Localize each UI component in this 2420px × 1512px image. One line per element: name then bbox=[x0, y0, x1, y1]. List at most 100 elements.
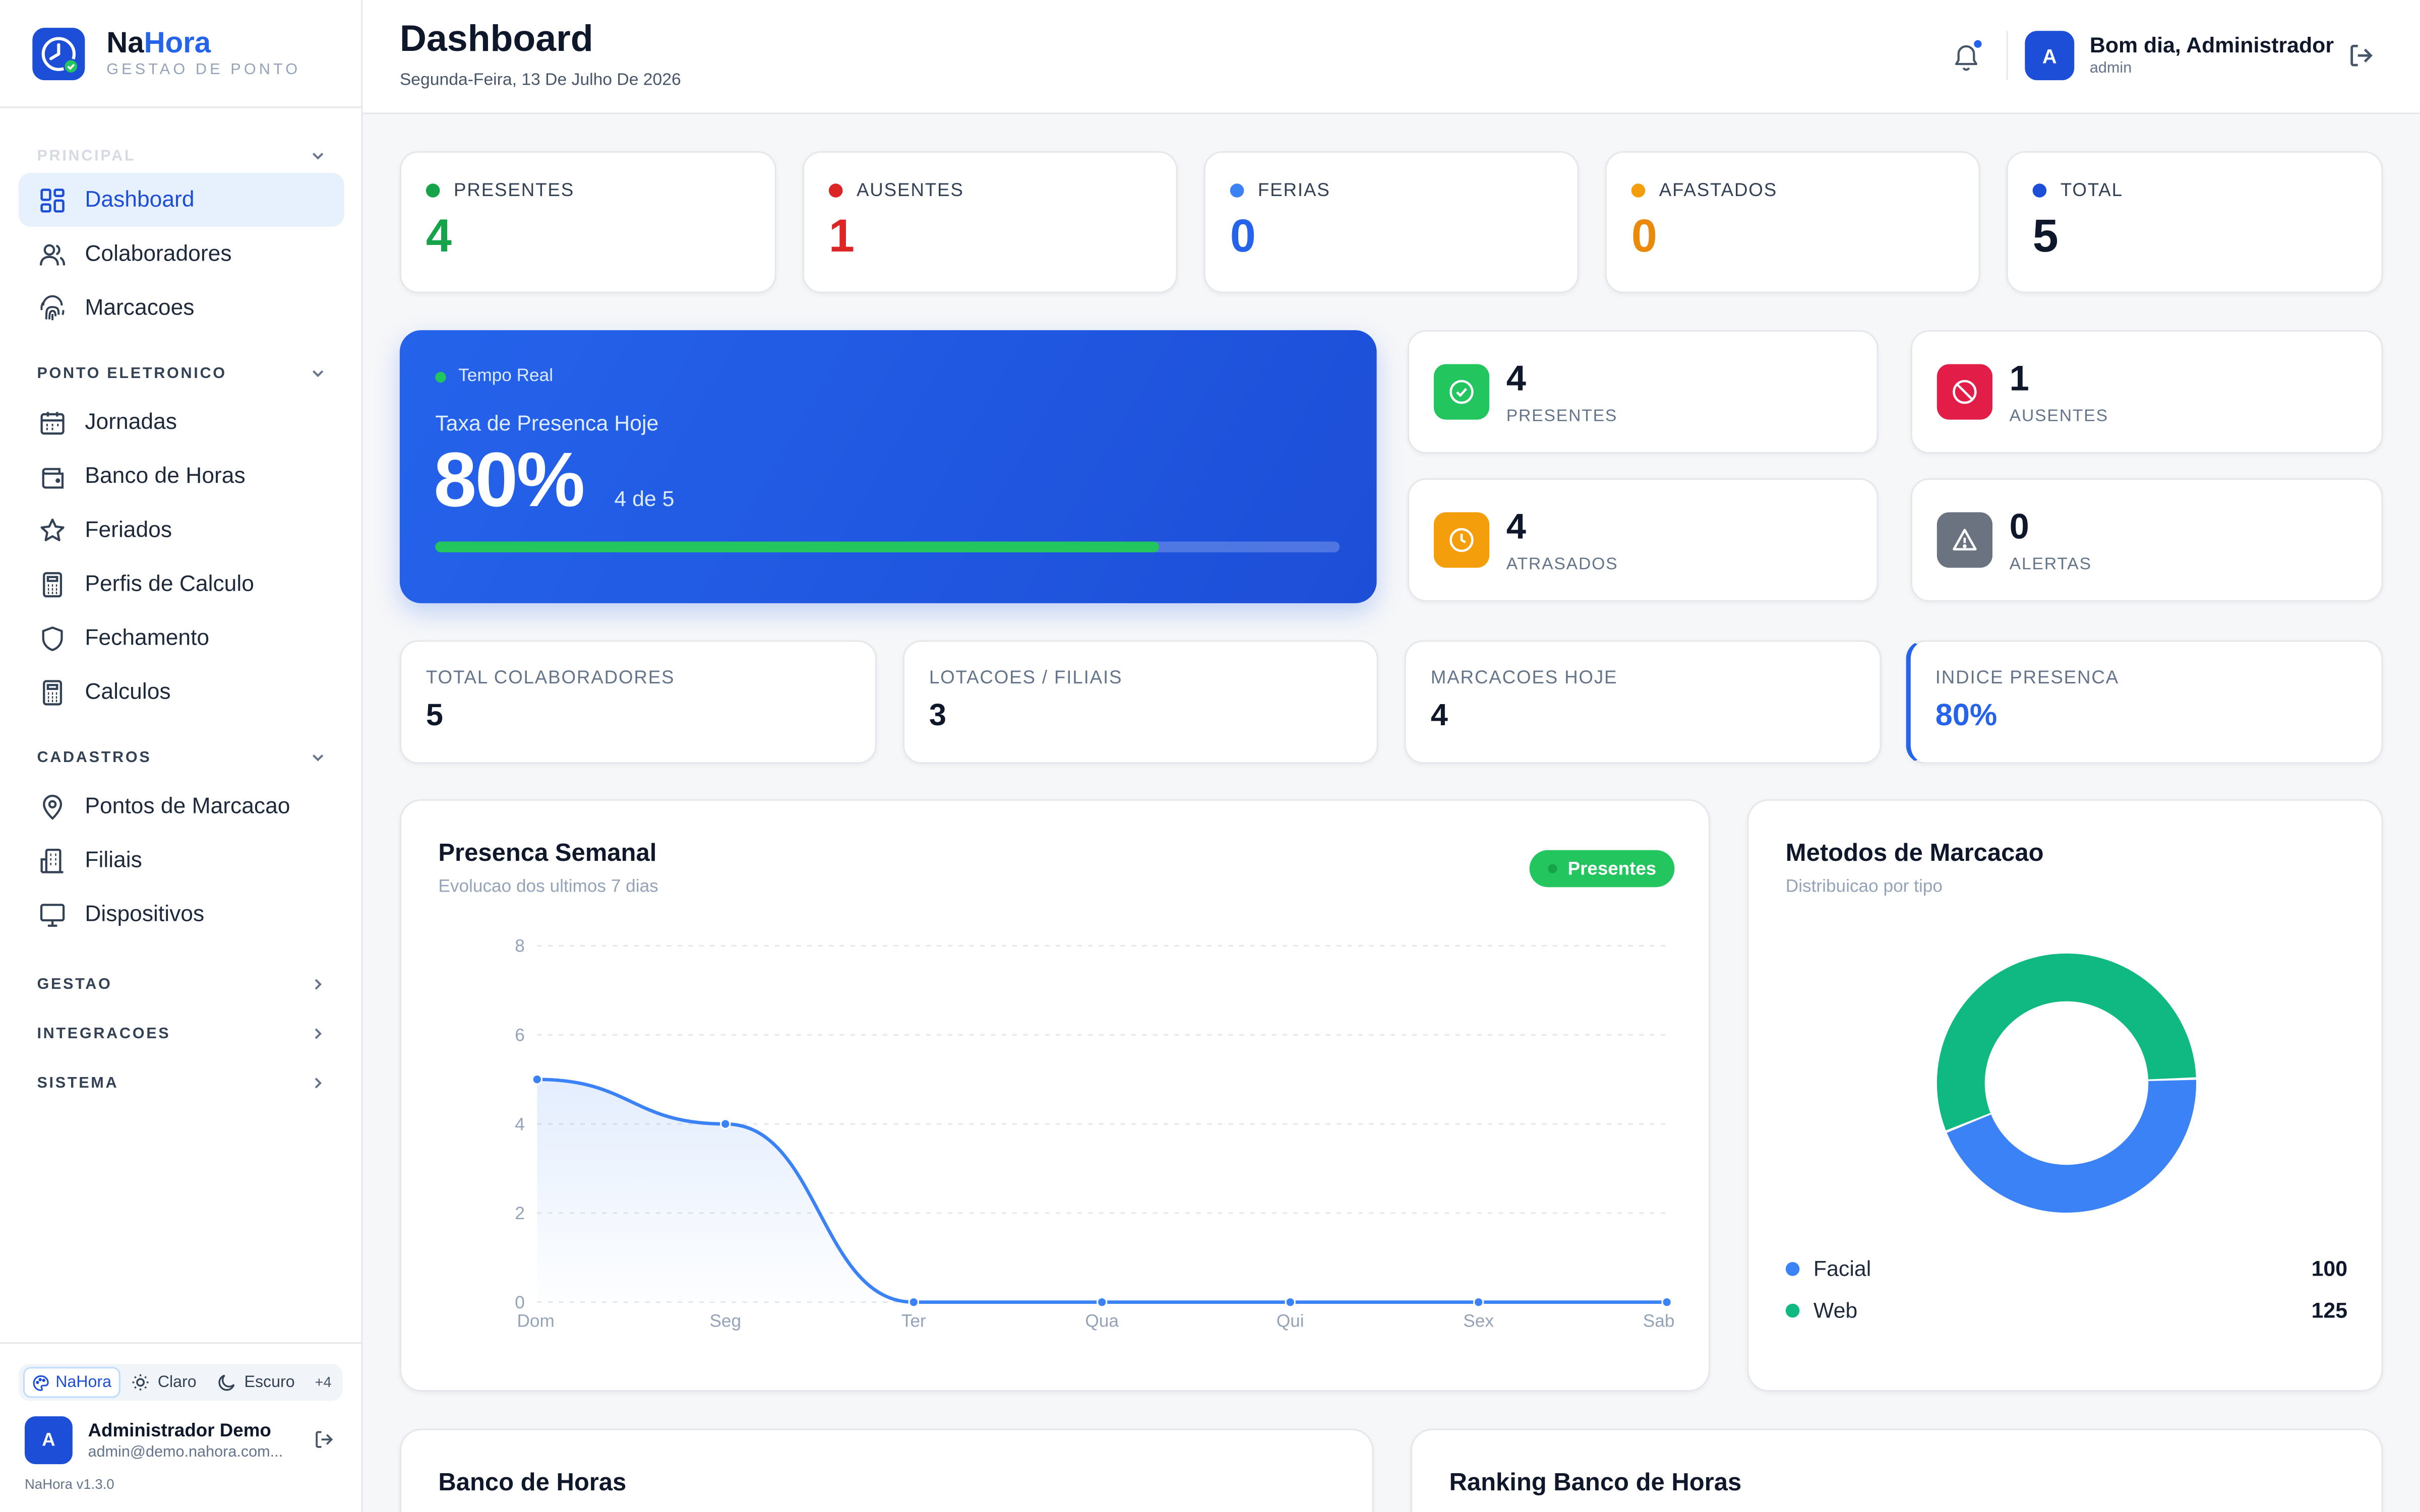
kpi-value: 80% bbox=[1935, 699, 1998, 733]
brand[interactable]: NaHora GESTAO DE PONTO bbox=[0, 0, 361, 108]
sidebar-item-marcacoes[interactable]: Marcacoes bbox=[19, 281, 344, 335]
sidebar-item-fechamento[interactable]: Fechamento bbox=[19, 611, 344, 665]
data-point bbox=[1473, 1296, 1484, 1308]
mini-value: 0 bbox=[2009, 506, 2029, 546]
sidebar-item-banco-de-horas[interactable]: Banco de Horas bbox=[19, 449, 344, 503]
weekly-presence-chart: 0 2 4 6 8 Dom Seg Ter Qua Qui Sex Sab bbox=[515, 936, 1674, 1331]
kpi-marcacoes-hoje: MARCACOES HOJE 4 bbox=[1404, 640, 1882, 764]
kpi-value: 5 bbox=[426, 699, 443, 733]
sidebar-item-label: Dashboard bbox=[85, 187, 195, 212]
mini-card-alertas: 0 ALERTAS bbox=[1910, 478, 2383, 602]
theme-option-escuro[interactable]: Escuro bbox=[210, 1367, 302, 1398]
section-sistema[interactable]: SISTEMA bbox=[0, 1067, 362, 1098]
sidebar-item-colaboradores[interactable]: Colaboradores bbox=[19, 227, 344, 281]
legend-label: Web bbox=[1813, 1297, 1858, 1322]
series-area bbox=[537, 1079, 1667, 1302]
kpi-indice-presenca: INDICE PRESENCA 80% bbox=[1906, 640, 2383, 764]
monitor-icon bbox=[37, 899, 68, 929]
theme-option-claro[interactable]: Claro bbox=[124, 1367, 204, 1398]
sidebar-item-feriados[interactable]: Feriados bbox=[19, 503, 344, 557]
y-tick-label: 2 bbox=[515, 1204, 525, 1223]
sidebar-item-dashboard[interactable]: Dashboard bbox=[18, 172, 344, 227]
notification-badge bbox=[1972, 38, 1983, 49]
sidebar-item-filiais[interactable]: Filiais bbox=[19, 833, 344, 887]
calculator-icon bbox=[37, 676, 68, 707]
status-dot bbox=[426, 182, 440, 197]
stat-label: TOTAL bbox=[2060, 179, 2123, 201]
section-principal[interactable]: PRINCIPAL bbox=[0, 141, 362, 171]
y-tick-label: 4 bbox=[515, 1114, 525, 1134]
fingerprint-icon bbox=[37, 292, 68, 323]
sidebar-item-pontos-de-marcacao[interactable]: Pontos de Marcacao bbox=[19, 779, 344, 833]
avatar[interactable]: A bbox=[2025, 31, 2075, 81]
sidebar-item-dispositivos[interactable]: Dispositivos bbox=[19, 887, 344, 941]
sidebar: NaHora GESTAO DE PONTO PRINCIPAL Dashboa… bbox=[0, 0, 363, 1512]
mini-label: PRESENTES bbox=[1506, 407, 1618, 426]
series-badge[interactable]: Presentes bbox=[1529, 850, 1675, 888]
x-tick-label: Dom bbox=[517, 1311, 555, 1331]
chevron-down-icon bbox=[313, 153, 324, 160]
stat-value: 5 bbox=[2032, 211, 2059, 263]
stat-value: 0 bbox=[1631, 211, 1657, 263]
calendar-icon bbox=[37, 407, 68, 437]
kpi-label: TOTAL COLABORADORES bbox=[426, 666, 675, 688]
presence-rate-card: Tempo Real Taxa de Presenca Hoje 80% 4 d… bbox=[399, 330, 1377, 603]
y-tick-label: 8 bbox=[515, 936, 525, 956]
mini-value: 4 bbox=[1506, 506, 1526, 546]
mini-label: AUSENTES bbox=[2009, 407, 2108, 426]
stat-label: AUSENTES bbox=[856, 179, 964, 201]
section-cadastros[interactable]: CADASTROS bbox=[0, 742, 362, 773]
user-name: Administrador Demo bbox=[88, 1418, 271, 1440]
sidebar-item-label: Perfis de Calculo bbox=[85, 572, 254, 597]
kpi-total-colaboradores: TOTAL COLABORADORES 5 bbox=[399, 640, 877, 764]
calculator-icon bbox=[37, 569, 68, 599]
theme-option-nahora[interactable]: NaHora bbox=[23, 1367, 121, 1398]
hours-bank-panel: Banco de Horas bbox=[399, 1428, 1374, 1512]
stat-card-ausentes: AUSENTES 1 bbox=[802, 151, 1178, 293]
building-icon bbox=[37, 845, 68, 875]
theme-label: Escuro bbox=[244, 1373, 295, 1392]
live-dot bbox=[435, 371, 446, 382]
section-gestao[interactable]: GESTAO bbox=[0, 969, 362, 999]
section-ponto-eletronico[interactable]: PONTO ELETRONICO bbox=[0, 358, 362, 389]
sidebar-nav: PRINCIPAL Dashboard Colaboradores Marcac… bbox=[0, 141, 362, 1099]
greeting: Bom dia, Administrador bbox=[2089, 32, 2334, 57]
logout-icon[interactable] bbox=[2347, 42, 2375, 70]
dashboard-icon bbox=[37, 184, 68, 215]
sidebar-item-label: Marcacoes bbox=[85, 295, 195, 321]
y-tick-label: 6 bbox=[515, 1026, 525, 1045]
stat-value: 0 bbox=[1230, 211, 1256, 263]
notifications-button[interactable] bbox=[1952, 38, 1983, 73]
users-icon bbox=[37, 238, 68, 269]
avatar[interactable]: A bbox=[24, 1415, 73, 1464]
sidebar-item-perfis-de-calculo[interactable]: Perfis de Calculo bbox=[19, 557, 344, 611]
section-integracoes[interactable]: INTEGRACOES bbox=[0, 1018, 362, 1049]
weekly-presence-panel: Presenca Semanal Evolucao dos ultimos 7 … bbox=[399, 799, 1710, 1392]
sidebar-item-label: Filiais bbox=[85, 848, 142, 873]
hours-bank-ranking-panel: Ranking Banco de Horas bbox=[1410, 1428, 2383, 1512]
chevron-down-icon bbox=[313, 754, 324, 762]
kpi-value: 3 bbox=[929, 699, 946, 733]
sidebar-item-label: Fechamento bbox=[85, 625, 210, 651]
panel-title: Banco de Horas bbox=[438, 1470, 627, 1497]
data-point bbox=[1096, 1296, 1108, 1308]
methods-donut-chart bbox=[1937, 953, 2197, 1213]
chevron-right-icon bbox=[315, 979, 322, 990]
status-dot bbox=[1631, 182, 1646, 197]
donut-slice-facial bbox=[1947, 1080, 2197, 1213]
status-dot bbox=[2032, 182, 2047, 197]
stat-card-afastados: AFASTADOS 0 bbox=[1605, 151, 1980, 293]
sidebar-item-calculos[interactable]: Calculos bbox=[19, 665, 344, 719]
legend-value: 100 bbox=[2311, 1255, 2348, 1281]
theme-more-button[interactable]: +4 bbox=[315, 1373, 332, 1391]
data-point bbox=[908, 1296, 919, 1308]
logout-icon[interactable] bbox=[313, 1429, 335, 1451]
donut-slice-web bbox=[1937, 953, 2196, 1130]
sun-icon bbox=[133, 1374, 149, 1391]
sidebar-item-label: Calculos bbox=[85, 679, 171, 705]
methods-panel: Metodos de Marcacao Distribuicao por tip… bbox=[1747, 799, 2383, 1392]
legend-swatch bbox=[1785, 1303, 1800, 1317]
sidebar-item-jornadas[interactable]: Jornadas bbox=[19, 395, 344, 449]
sidebar-item-label: Banco de Horas bbox=[85, 463, 246, 488]
presence-rate-title: Taxa de Presenca Hoje bbox=[435, 410, 659, 435]
